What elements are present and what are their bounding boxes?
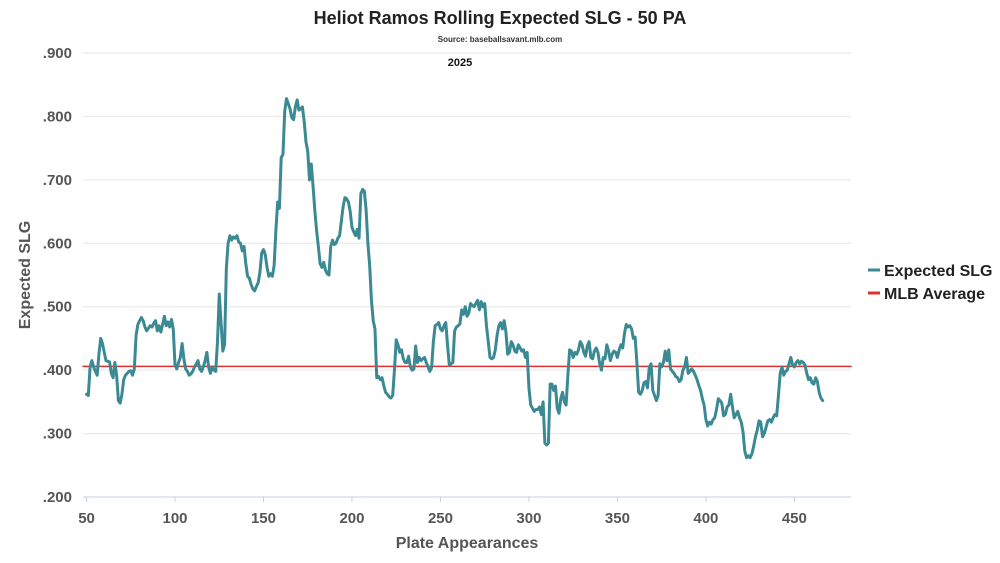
series-line-expected-slg bbox=[85, 97, 825, 460]
x-tick-label: 400 bbox=[693, 510, 718, 527]
y-tick-label: .600 bbox=[43, 235, 72, 252]
y-tick-label: .900 bbox=[43, 45, 72, 62]
y-tick-label: .400 bbox=[43, 362, 72, 379]
y-tick-label: .300 bbox=[43, 426, 72, 443]
y-tick-label: .500 bbox=[43, 299, 72, 316]
x-axis-label: Plate Appearances bbox=[396, 535, 539, 552]
x-tick-label: 450 bbox=[782, 510, 807, 527]
chart-title: Heliot Ramos Rolling Expected SLG - 50 P… bbox=[314, 8, 687, 28]
y-tick-label: .700 bbox=[43, 172, 72, 189]
chart-subtitle: Source: baseballsavant.mlb.com bbox=[438, 35, 563, 44]
y-axis-ticks: .200 .300 .400 .500 .600 .700 .800 .900 bbox=[43, 45, 72, 506]
x-tick-label: 50 bbox=[78, 510, 95, 527]
x-tick-label: 100 bbox=[163, 510, 188, 527]
x-axis-ticks: 50 100 150 200 250 300 350 400 450 bbox=[78, 497, 807, 527]
x-tick-label: 250 bbox=[428, 510, 453, 527]
x-tick-label: 300 bbox=[516, 510, 541, 527]
legend-label-mlb-average: MLB Average bbox=[884, 286, 985, 303]
y-tick-label: .200 bbox=[43, 489, 72, 506]
series-layer bbox=[82, 97, 852, 460]
x-tick-label: 350 bbox=[605, 510, 630, 527]
y-tick-label: .800 bbox=[43, 108, 72, 125]
x-tick-label: 150 bbox=[251, 510, 276, 527]
x-tick-label: 200 bbox=[339, 510, 364, 527]
y-axis-label: Expected SLG bbox=[17, 221, 34, 329]
legend-item-expected-slg[interactable]: Expected SLG bbox=[868, 263, 992, 280]
legend-item-mlb-average[interactable]: MLB Average bbox=[868, 286, 985, 303]
legend: Expected SLG MLB Average bbox=[868, 263, 992, 303]
legend-label-expected-slg: Expected SLG bbox=[884, 263, 992, 280]
gridlines bbox=[83, 52, 851, 435]
year-annotation: 2025 bbox=[448, 57, 472, 69]
